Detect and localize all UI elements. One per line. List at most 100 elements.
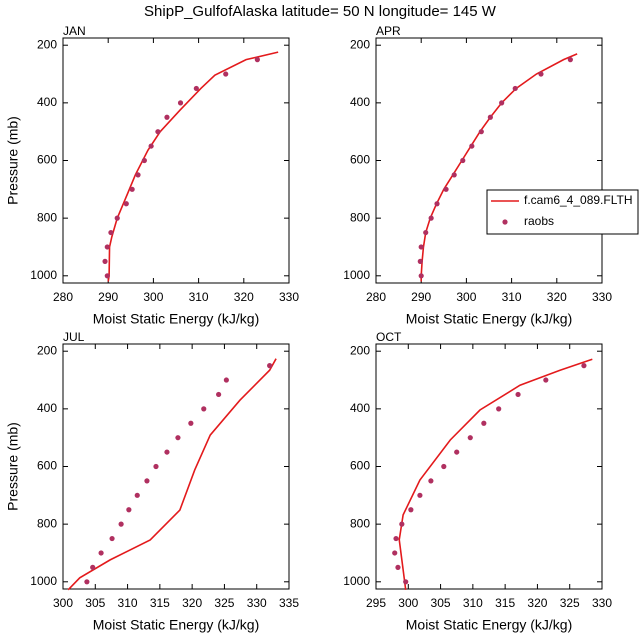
y-tick-label: 400: [37, 95, 57, 109]
panel-title: JUL: [63, 330, 85, 344]
obs-point: [441, 463, 447, 470]
x-tick-label: 330: [247, 596, 267, 610]
obs-point: [496, 406, 502, 412]
x-tick-label: 300: [456, 290, 476, 304]
y-tick-label: 1000: [30, 268, 57, 282]
obs-point: [164, 449, 170, 455]
obs-point: [155, 129, 161, 135]
profile-line: [420, 53, 578, 282]
y-tick-label: 600: [350, 459, 370, 473]
x-tick-label: 280: [366, 290, 386, 304]
x-tick-label: 335: [279, 596, 299, 610]
x-tick-label: 310: [463, 596, 483, 610]
obs-point: [543, 377, 549, 383]
x-tick-label: 325: [214, 596, 234, 610]
obs-point: [538, 71, 544, 77]
y-tick-label: 800: [37, 516, 57, 530]
obs-point: [223, 377, 229, 383]
x-tick-label: 310: [502, 290, 522, 304]
obs-point: [108, 229, 114, 236]
obs-point: [428, 215, 434, 221]
obs-point: [423, 229, 429, 236]
obs-point: [153, 463, 159, 470]
obs-point: [469, 143, 475, 149]
x-tick-label: 305: [85, 596, 105, 610]
obs-point: [102, 258, 108, 264]
obs-point: [141, 157, 147, 164]
x-tick-label: 320: [547, 290, 567, 304]
y-tick-label: 600: [350, 153, 370, 167]
x-axis-label: Moist Static Energy (kJ/kg): [93, 617, 260, 633]
obs-point: [109, 535, 115, 542]
obs-point: [254, 57, 260, 63]
obs-point: [193, 85, 199, 92]
y-tick-label: 800: [350, 516, 370, 530]
obs-point: [144, 478, 150, 484]
x-tick-label: 310: [118, 596, 138, 610]
obs-point: [123, 201, 129, 207]
legend-box: [486, 189, 639, 235]
y-tick-label: 200: [350, 37, 370, 51]
obs-point: [84, 579, 90, 585]
obs-point: [188, 420, 194, 426]
x-tick-label: 330: [279, 290, 299, 304]
obs-point: [467, 435, 473, 441]
obs-point: [104, 273, 110, 279]
y-tick-label: 200: [350, 343, 370, 357]
y-tick-label: 1000: [343, 268, 370, 282]
obs-point: [392, 550, 398, 556]
plot-frame: [375, 37, 603, 284]
obs-point: [395, 564, 401, 570]
plot-frame: [62, 343, 290, 590]
y-tick-label: 400: [350, 95, 370, 109]
x-tick-label: 290: [411, 290, 431, 304]
obs-point: [512, 85, 518, 92]
obs-point: [393, 535, 399, 542]
y-tick-label: 800: [350, 210, 370, 224]
profile-line: [67, 358, 277, 591]
obs-point: [114, 215, 120, 221]
obs-point: [418, 273, 424, 279]
obs-point: [118, 521, 124, 527]
x-tick-label: 315: [150, 596, 170, 610]
plot-frame: [62, 37, 290, 284]
y-tick-label: 1000: [30, 574, 57, 588]
figure-title: ShipP_GulfofAlaska latitude= 50 N longit…: [144, 3, 497, 20]
panel: JAN 280 290 300 310 320 330 200 400 600 800 1000 Moi…: [5, 24, 300, 327]
obs-point: [177, 100, 184, 106]
obs-point: [454, 449, 460, 455]
x-tick-label: 300: [143, 290, 163, 304]
obs-point: [434, 201, 440, 207]
obs-point: [148, 143, 154, 149]
x-tick-label: 320: [234, 290, 254, 304]
legend-label: f.cam6_4_089.FLTH: [524, 193, 633, 207]
obs-point: [267, 363, 273, 369]
x-axis-label: Moist Static Energy (kJ/kg): [406, 617, 573, 633]
obs-point: [129, 186, 135, 192]
plot-frame: [375, 343, 603, 590]
x-tick-label: 295: [366, 596, 386, 610]
x-tick-label: 280: [53, 290, 73, 304]
obs-point: [135, 172, 141, 178]
x-tick-label: 315: [495, 596, 515, 610]
x-tick-label: 320: [527, 596, 547, 610]
panel-title: JAN: [63, 24, 86, 38]
legend-label: raobs: [524, 214, 554, 228]
obs-point: [201, 406, 207, 412]
x-tick-label: 325: [560, 596, 580, 610]
obs-point: [417, 258, 423, 264]
obs-point: [216, 391, 222, 398]
obs-point: [90, 564, 96, 570]
y-tick-label: 400: [37, 401, 57, 415]
profile-line: [398, 358, 593, 590]
obs-point: [417, 492, 423, 498]
y-tick-label: 400: [350, 401, 370, 415]
obs-point: [515, 391, 521, 398]
panel: APR 280 290 300 310 320 330 200 400 600 800 1000 Moi…: [343, 24, 639, 327]
y-tick-label: 200: [37, 343, 57, 357]
legend-dot: [502, 219, 508, 225]
y-tick-label: 800: [37, 210, 57, 224]
obs-point: [581, 363, 587, 369]
y-axis-label: Pressure (mb): [5, 422, 21, 511]
